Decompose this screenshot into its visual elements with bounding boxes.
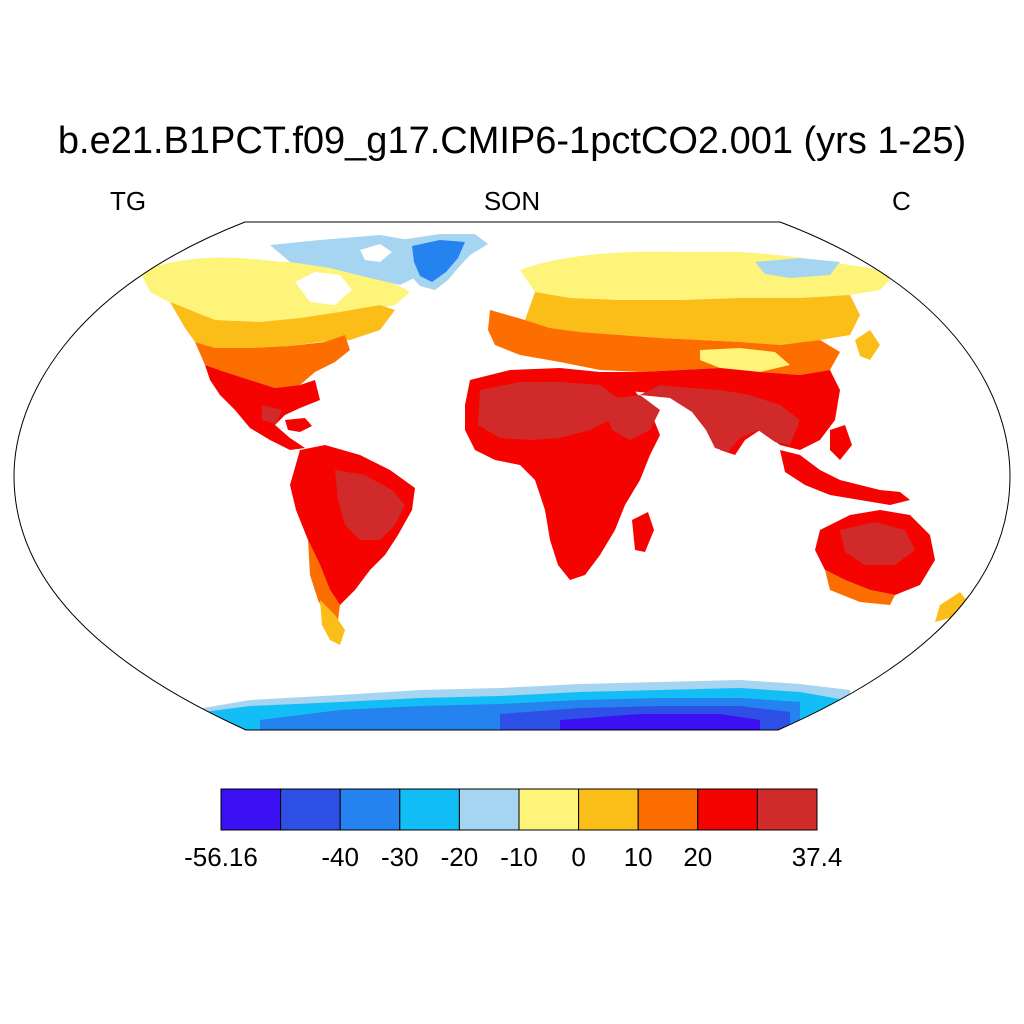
colorbar-swatch bbox=[756, 788, 818, 831]
south-america bbox=[290, 445, 415, 645]
variable-label: TG bbox=[110, 186, 147, 216]
antarctica bbox=[180, 680, 850, 730]
colorbar-swatch bbox=[280, 788, 341, 831]
colorbar-swatch bbox=[339, 788, 401, 831]
colorbar-tick-label: 10 bbox=[623, 842, 653, 872]
colorbar-tick-label: -56.16 bbox=[184, 842, 258, 872]
caribbean bbox=[285, 418, 312, 432]
colorbar bbox=[220, 788, 818, 831]
australia bbox=[815, 510, 968, 622]
globe-outline bbox=[13, 221, 1011, 731]
southeast-asia bbox=[780, 425, 910, 505]
colorbar-swatch bbox=[220, 788, 282, 831]
colorbar-swatch bbox=[697, 788, 758, 831]
japan bbox=[855, 330, 880, 360]
africa bbox=[465, 368, 660, 580]
map-title: b.e21.B1PCT.f09_g17.CMIP6-1pctCO2.001 (y… bbox=[57, 120, 967, 162]
colorbar-labels: -56.16 -40 -30 -20 -10 0 10 20 37.4 bbox=[0, 842, 1024, 882]
season-label: SON bbox=[483, 186, 541, 216]
greenland bbox=[400, 234, 488, 290]
colorbar-tick-label: 0 bbox=[571, 842, 586, 872]
colorbar-tick-label: -40 bbox=[321, 842, 359, 872]
colorbar-tick-label: 20 bbox=[683, 842, 713, 872]
colorbar-swatch bbox=[637, 788, 699, 831]
colorbar-swatch bbox=[578, 788, 639, 831]
colorbar-swatch bbox=[518, 788, 580, 831]
eurasia bbox=[488, 251, 895, 455]
colorbar-tick-label: -10 bbox=[500, 842, 538, 872]
units-label: C bbox=[892, 186, 911, 216]
colorbar-tick-label: -30 bbox=[381, 842, 419, 872]
colorbar-tick-label: -20 bbox=[440, 842, 479, 872]
colorbar-tick-label: 37.4 bbox=[791, 842, 843, 872]
colorbar-swatch bbox=[399, 788, 460, 831]
colorbar-swatch bbox=[458, 788, 520, 831]
